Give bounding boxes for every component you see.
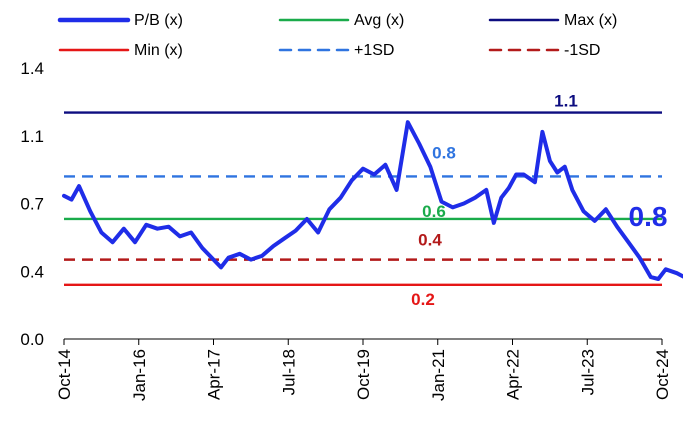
- last-value-label: 0.8: [629, 201, 668, 232]
- y-tick-label: 0.4: [20, 262, 44, 281]
- x-tick-label: Jul-23: [578, 349, 597, 395]
- legend: P/B (x) Avg (x) Max (x) Min (x) +1SD -1SD: [57, 12, 617, 59]
- x-tick-label: Oct-14: [55, 349, 74, 400]
- x-tick-label: Jan-16: [130, 349, 149, 401]
- ref-label-avg-x-: 0.6: [422, 202, 446, 221]
- ref-label-max-x-: 1.1: [554, 92, 578, 111]
- y-axis: 0.0 0.4 0.7 1.1 1.4: [20, 59, 44, 349]
- x-tick-label: Jul-18: [279, 349, 298, 395]
- legend-label: +1SD: [354, 42, 394, 59]
- x-tick-label: Apr-17: [205, 349, 224, 400]
- x-tick-label: Oct-19: [354, 349, 373, 400]
- y-tick-label: 1.4: [20, 59, 44, 78]
- legend-label: Min (x): [134, 42, 183, 59]
- y-tick-label: 1.1: [20, 127, 44, 146]
- series-line-pb: [62, 120, 683, 281]
- reference-lines: [64, 111, 662, 286]
- x-tick-label: Apr-22: [504, 349, 523, 400]
- legend-label: Avg (x): [354, 12, 404, 29]
- ref-label--1sd: 0.4: [418, 231, 442, 250]
- legend-label: -1SD: [564, 42, 600, 59]
- annotations: 1.1 0.8 0.6 0.4 0.2 0.8: [411, 92, 667, 309]
- ref-label--1sd: 0.8: [432, 143, 456, 162]
- series-layer: [62, 120, 683, 281]
- x-tick-label: Jan-21: [429, 349, 448, 401]
- legend-label: P/B (x): [134, 12, 183, 29]
- legend-label: Max (x): [564, 12, 617, 29]
- y-tick-label: 0.0: [20, 330, 44, 349]
- y-tick-label: 0.7: [20, 195, 44, 214]
- ref-label-min-x-: 0.2: [411, 290, 435, 309]
- x-tick-label: Oct-24: [653, 349, 672, 400]
- x-axis: Oct-14 Jan-16 Apr-17 Jul-18 Oct-19 Jan-21 Apr-…: [55, 338, 672, 401]
